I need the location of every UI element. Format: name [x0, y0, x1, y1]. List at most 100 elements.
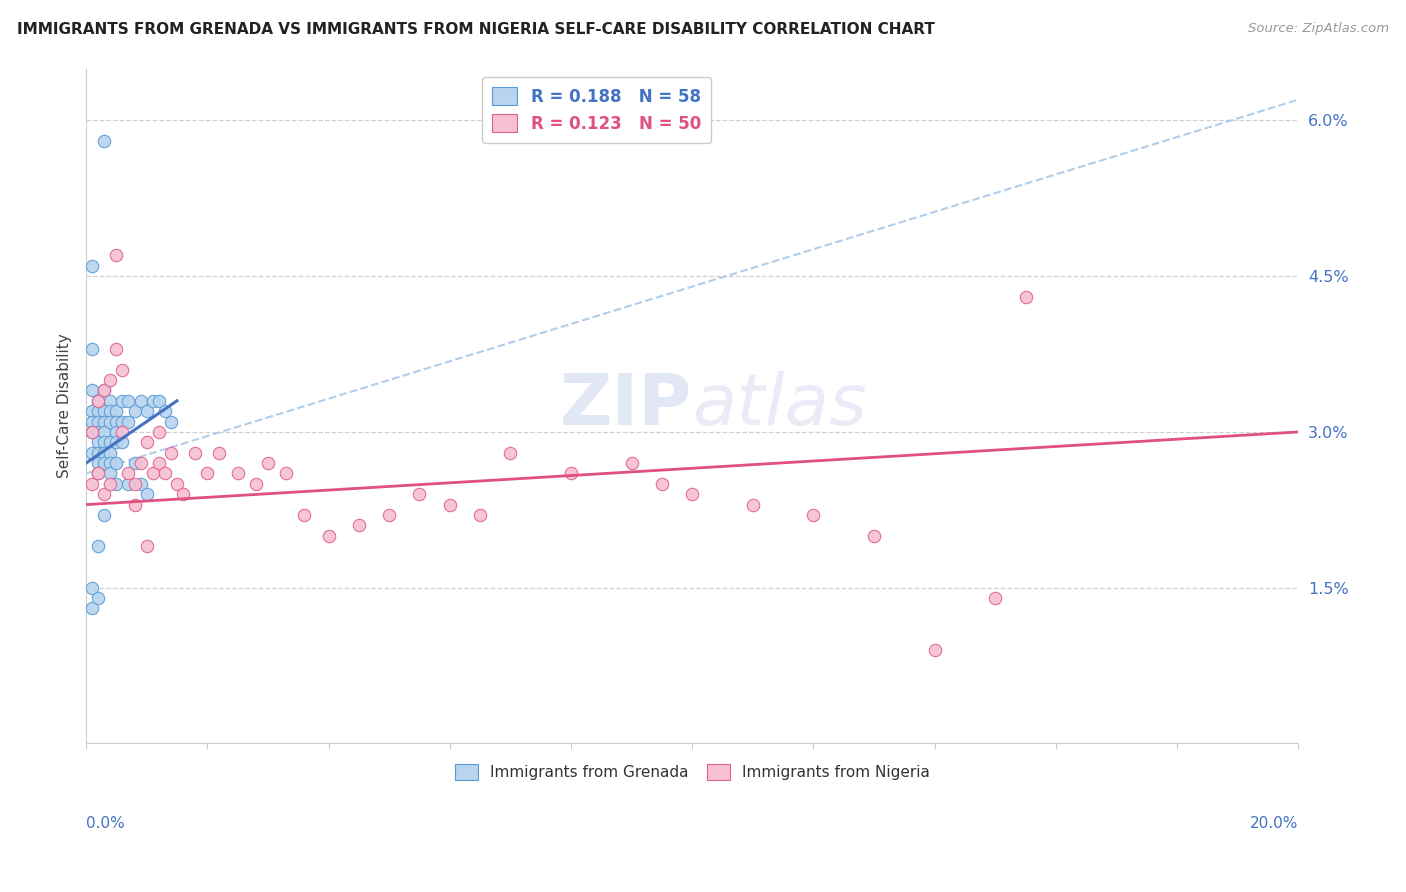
Point: [124, 456, 146, 470]
Point: [439, 498, 461, 512]
Point: [82, 601, 104, 615]
Legend: Immigrants from Grenada, Immigrants from Nigeria: Immigrants from Grenada, Immigrants from…: [449, 757, 936, 787]
Point: [499, 446, 522, 460]
Point: [105, 342, 128, 356]
Point: [117, 415, 139, 429]
Point: [98, 476, 121, 491]
Point: [93, 134, 115, 148]
Point: [347, 518, 370, 533]
Point: [98, 415, 121, 429]
Point: [93, 384, 115, 398]
Point: [98, 373, 121, 387]
Text: Source: ZipAtlas.com: Source: ZipAtlas.com: [1249, 22, 1389, 36]
Point: [87, 591, 110, 605]
Point: [274, 467, 297, 481]
Point: [105, 476, 128, 491]
Point: [98, 435, 121, 450]
Point: [111, 425, 134, 439]
Text: IMMIGRANTS FROM GRENADA VS IMMIGRANTS FROM NIGERIA SELF-CARE DISABILITY CORRELAT: IMMIGRANTS FROM GRENADA VS IMMIGRANTS FR…: [17, 22, 935, 37]
Point: [87, 456, 110, 470]
Point: [129, 476, 152, 491]
Point: [82, 415, 104, 429]
Point: [82, 446, 104, 460]
Point: [111, 415, 134, 429]
Point: [292, 508, 315, 522]
Point: [87, 467, 110, 481]
Point: [172, 487, 194, 501]
Point: [111, 362, 134, 376]
Point: [93, 415, 115, 429]
Point: [129, 393, 152, 408]
Text: 20.0%: 20.0%: [1250, 816, 1298, 831]
Point: [124, 404, 146, 418]
Point: [148, 425, 170, 439]
Point: [93, 446, 115, 460]
Text: ZIP: ZIP: [560, 371, 692, 441]
Point: [105, 404, 128, 418]
Point: [142, 467, 165, 481]
Point: [135, 404, 157, 418]
Point: [245, 476, 267, 491]
Point: [105, 415, 128, 429]
Point: [620, 456, 643, 470]
Point: [87, 404, 110, 418]
Point: [82, 476, 104, 491]
Point: [93, 508, 115, 522]
Point: [87, 425, 110, 439]
Point: [129, 456, 152, 470]
Point: [468, 508, 491, 522]
Point: [124, 498, 146, 512]
Point: [98, 467, 121, 481]
Point: [142, 393, 165, 408]
Point: [87, 435, 110, 450]
Point: [98, 393, 121, 408]
Point: [863, 529, 886, 543]
Point: [82, 259, 104, 273]
Point: [160, 446, 183, 460]
Point: [87, 393, 110, 408]
Point: [160, 415, 183, 429]
Point: [135, 487, 157, 501]
Point: [124, 476, 146, 491]
Point: [117, 393, 139, 408]
Point: [153, 404, 176, 418]
Point: [105, 456, 128, 470]
Point: [105, 248, 128, 262]
Point: [82, 342, 104, 356]
Point: [924, 643, 946, 657]
Text: atlas: atlas: [692, 371, 868, 441]
Point: [93, 456, 115, 470]
Point: [105, 425, 128, 439]
Point: [82, 404, 104, 418]
Point: [378, 508, 401, 522]
Point: [184, 446, 207, 460]
Point: [82, 581, 104, 595]
Point: [195, 467, 218, 481]
Point: [87, 415, 110, 429]
Point: [98, 456, 121, 470]
Point: [82, 425, 104, 439]
Point: [166, 476, 188, 491]
Point: [257, 456, 280, 470]
Point: [651, 476, 673, 491]
Point: [135, 539, 157, 553]
Point: [226, 467, 249, 481]
Point: [560, 467, 582, 481]
Point: [208, 446, 231, 460]
Point: [87, 539, 110, 553]
Point: [93, 435, 115, 450]
Point: [135, 435, 157, 450]
Point: [1014, 290, 1036, 304]
Point: [93, 487, 115, 501]
Point: [87, 446, 110, 460]
Text: 0.0%: 0.0%: [86, 816, 125, 831]
Point: [148, 393, 170, 408]
Point: [87, 425, 110, 439]
Point: [741, 498, 763, 512]
Point: [318, 529, 340, 543]
Point: [984, 591, 1007, 605]
Point: [105, 435, 128, 450]
Point: [111, 393, 134, 408]
Point: [98, 446, 121, 460]
Point: [111, 435, 134, 450]
